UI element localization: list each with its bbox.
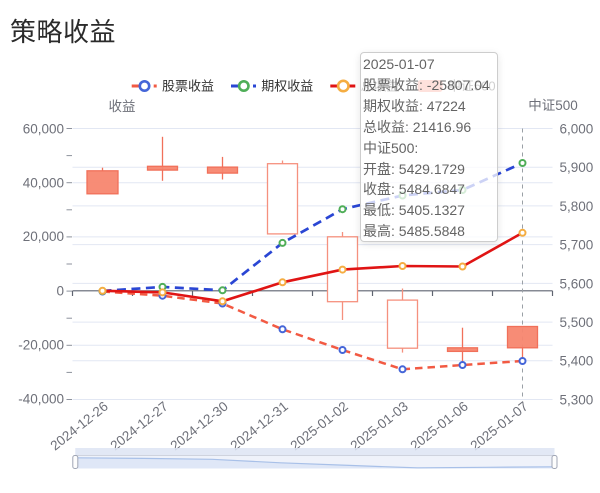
svg-text:期权收益: 期权收益: [261, 79, 313, 94]
svg-text:5,400: 5,400: [560, 354, 594, 369]
svg-text:2025-01-07: 2025-01-07: [467, 399, 530, 454]
svg-text:中证500: 中证500: [528, 98, 578, 113]
svg-text:20,000: 20,000: [23, 229, 64, 244]
svg-text:5,300: 5,300: [560, 392, 594, 407]
svg-text:2024-12-30: 2024-12-30: [167, 399, 230, 454]
svg-text:-20,000: -20,000: [18, 338, 64, 353]
svg-text:2025-01-03: 2025-01-03: [347, 399, 410, 454]
svg-text:0: 0: [56, 283, 64, 298]
svg-text:5,900: 5,900: [560, 160, 594, 175]
svg-text:5,500: 5,500: [560, 315, 594, 330]
svg-text:2025-01-06: 2025-01-06: [407, 399, 470, 454]
svg-text:60,000: 60,000: [23, 121, 64, 136]
svg-text:收益: 收益: [109, 99, 136, 114]
svg-text:股票收益: 股票收益: [162, 79, 214, 94]
svg-text:2024-12-27: 2024-12-27: [107, 399, 170, 454]
svg-text:2025-01-02: 2025-01-02: [287, 399, 350, 454]
svg-text:6,000: 6,000: [560, 121, 594, 136]
svg-text:2024-12-26: 2024-12-26: [47, 399, 110, 454]
svg-text:-40,000: -40,000: [18, 392, 64, 407]
svg-text:40,000: 40,000: [23, 175, 64, 190]
svg-text:5,600: 5,600: [560, 276, 594, 291]
svg-text:5,700: 5,700: [560, 238, 594, 253]
svg-text:5,800: 5,800: [560, 199, 594, 214]
svg-text:2024-12-31: 2024-12-31: [227, 399, 290, 454]
